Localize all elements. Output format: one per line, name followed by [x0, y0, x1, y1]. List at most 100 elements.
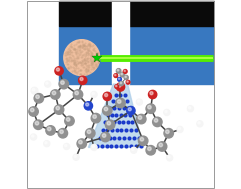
Circle shape [154, 119, 158, 122]
Circle shape [124, 70, 125, 72]
Circle shape [86, 129, 95, 138]
Circle shape [51, 90, 60, 99]
Circle shape [86, 103, 89, 106]
Circle shape [197, 121, 203, 127]
Circle shape [127, 81, 128, 82]
Polygon shape [88, 84, 143, 147]
Circle shape [198, 122, 200, 124]
Circle shape [120, 82, 122, 84]
Circle shape [73, 90, 83, 99]
Circle shape [138, 116, 142, 119]
Bar [112, 1, 129, 84]
Circle shape [125, 76, 126, 78]
Circle shape [116, 98, 125, 108]
Circle shape [47, 127, 51, 131]
Circle shape [45, 81, 51, 87]
Circle shape [148, 147, 151, 150]
Circle shape [127, 106, 135, 115]
Circle shape [168, 156, 170, 158]
Circle shape [79, 76, 87, 84]
Circle shape [164, 129, 174, 138]
Circle shape [44, 141, 50, 147]
Circle shape [132, 148, 134, 150]
Circle shape [178, 127, 180, 130]
Circle shape [148, 90, 157, 99]
Circle shape [54, 105, 64, 114]
Circle shape [107, 121, 111, 125]
Circle shape [91, 144, 97, 150]
Circle shape [126, 80, 130, 84]
Circle shape [52, 91, 56, 95]
Circle shape [124, 75, 128, 80]
Circle shape [55, 67, 63, 75]
Circle shape [60, 130, 63, 133]
Circle shape [66, 118, 70, 121]
Circle shape [139, 136, 148, 146]
Circle shape [104, 107, 108, 111]
Circle shape [92, 145, 94, 148]
Circle shape [146, 104, 155, 113]
Circle shape [148, 105, 151, 109]
Circle shape [32, 88, 35, 91]
Circle shape [153, 117, 162, 127]
Circle shape [65, 144, 67, 147]
Circle shape [188, 107, 191, 109]
Circle shape [75, 91, 79, 95]
Circle shape [59, 79, 68, 89]
Circle shape [34, 94, 44, 103]
Circle shape [157, 142, 167, 151]
Circle shape [84, 102, 93, 110]
Circle shape [114, 74, 118, 77]
Circle shape [102, 106, 112, 115]
Circle shape [123, 70, 127, 73]
Circle shape [119, 81, 124, 86]
Circle shape [80, 77, 83, 81]
Circle shape [140, 138, 144, 141]
Circle shape [167, 155, 173, 161]
Circle shape [150, 92, 153, 95]
Circle shape [137, 100, 140, 102]
Circle shape [187, 106, 194, 112]
Circle shape [56, 106, 60, 110]
Circle shape [91, 113, 101, 123]
Circle shape [65, 116, 74, 126]
Circle shape [45, 142, 47, 144]
Circle shape [87, 130, 91, 133]
Circle shape [116, 85, 117, 87]
Circle shape [177, 126, 183, 132]
Circle shape [36, 95, 39, 99]
Circle shape [35, 121, 39, 125]
Circle shape [121, 73, 123, 75]
Circle shape [131, 147, 137, 153]
Circle shape [165, 110, 167, 113]
Bar [59, 1, 214, 26]
Circle shape [105, 120, 115, 129]
Circle shape [118, 84, 121, 87]
Circle shape [46, 82, 48, 84]
Circle shape [93, 115, 96, 118]
Circle shape [120, 72, 125, 77]
Circle shape [166, 130, 169, 133]
Circle shape [46, 126, 55, 135]
Circle shape [118, 78, 120, 80]
Circle shape [116, 69, 121, 73]
Circle shape [56, 68, 60, 71]
Circle shape [115, 85, 119, 88]
Circle shape [79, 140, 82, 144]
Circle shape [146, 146, 155, 155]
Circle shape [30, 108, 34, 112]
Circle shape [159, 143, 162, 147]
Circle shape [77, 139, 87, 148]
Circle shape [117, 100, 121, 103]
Bar [59, 26, 112, 84]
Circle shape [164, 109, 170, 115]
Circle shape [58, 129, 67, 138]
Circle shape [32, 135, 34, 137]
Circle shape [118, 77, 121, 81]
Circle shape [64, 143, 70, 149]
Circle shape [74, 155, 76, 157]
Circle shape [31, 134, 37, 140]
Circle shape [101, 132, 110, 142]
Circle shape [117, 69, 119, 71]
Circle shape [115, 74, 116, 76]
